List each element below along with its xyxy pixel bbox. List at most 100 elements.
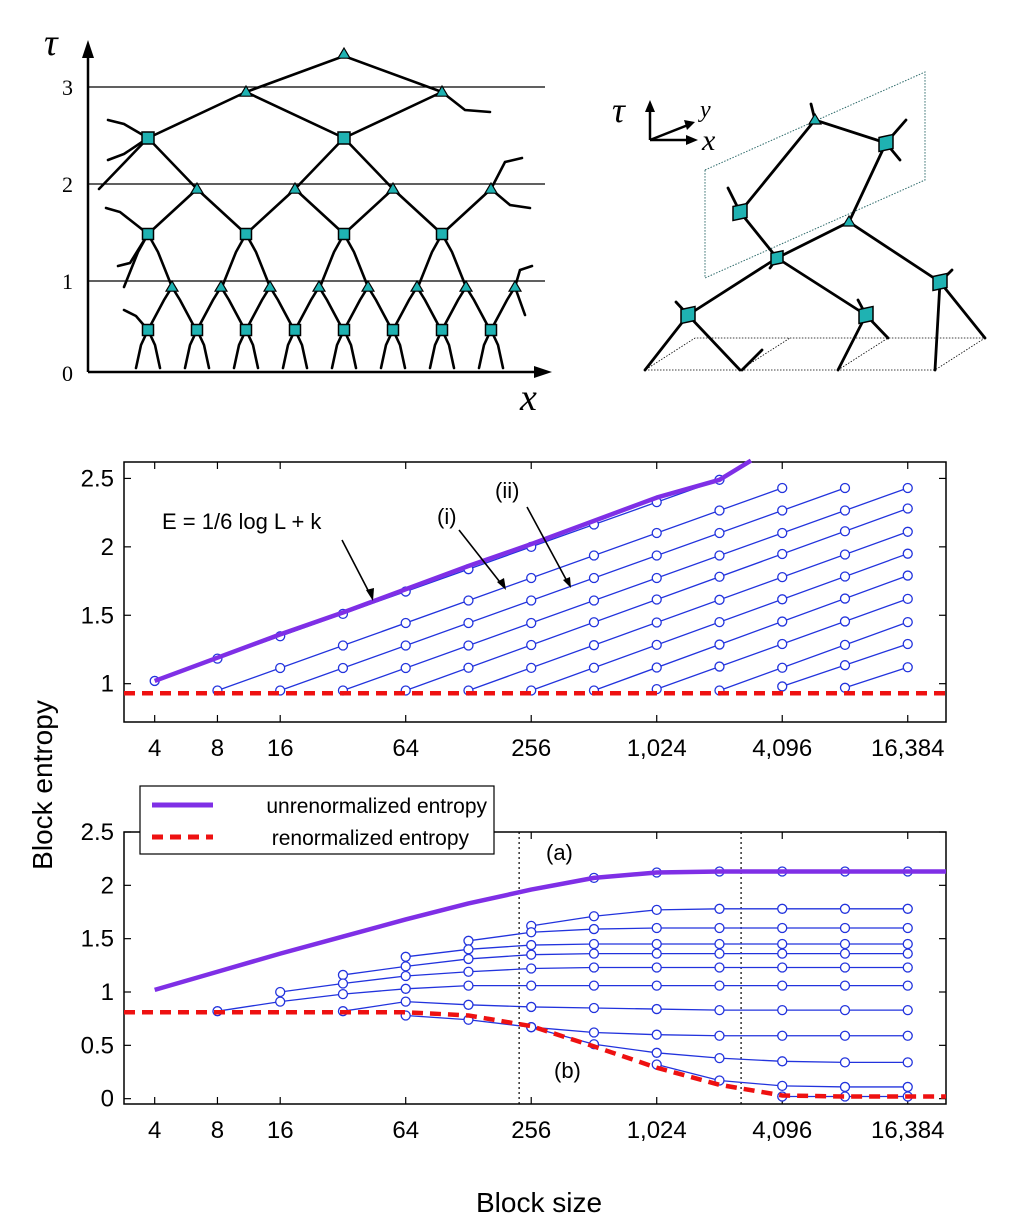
renormalized-line bbox=[124, 1010, 946, 1099]
level-point bbox=[526, 662, 537, 673]
disentangler-tensor bbox=[288, 323, 302, 337]
disentangler-tensor bbox=[190, 323, 204, 337]
level-point bbox=[839, 505, 851, 516]
level-point bbox=[839, 1030, 851, 1041]
level-point bbox=[902, 503, 913, 514]
level-point bbox=[777, 594, 788, 605]
level-point bbox=[651, 922, 662, 934]
edge-iso-to-dis bbox=[317, 285, 345, 332]
x-arrowhead-2d bbox=[686, 135, 698, 145]
level-point bbox=[839, 593, 851, 604]
disentangler-tensor bbox=[435, 323, 449, 337]
level-point bbox=[400, 662, 411, 674]
level-point bbox=[839, 1081, 851, 1093]
level-point bbox=[526, 949, 537, 960]
level-line-4 bbox=[342, 952, 908, 976]
level-point bbox=[777, 505, 788, 516]
level-point bbox=[651, 962, 662, 973]
level-point bbox=[839, 571, 851, 582]
level-point bbox=[588, 640, 600, 651]
level-point bbox=[651, 617, 662, 628]
tau-arrowhead-2d bbox=[645, 100, 655, 112]
level-point bbox=[588, 980, 600, 991]
plot-frame bbox=[123, 461, 947, 723]
level-point bbox=[902, 570, 913, 581]
legend: unrenormalized entropy renormalized entr… bbox=[139, 785, 495, 855]
level-point bbox=[463, 944, 474, 955]
x-tick-label: 1,024 bbox=[627, 1117, 687, 1144]
level-point bbox=[651, 948, 662, 959]
level-point bbox=[839, 922, 851, 934]
level-line-2 bbox=[468, 927, 908, 942]
edge-dis-level1 bbox=[220, 231, 272, 289]
level-point bbox=[777, 948, 788, 959]
tau-axis-arrowhead bbox=[82, 40, 94, 58]
isometry-tensor bbox=[360, 279, 376, 292]
level-point bbox=[902, 980, 913, 991]
edge-boundary bbox=[489, 156, 524, 191]
disentangler-tensor bbox=[337, 323, 351, 337]
level-point bbox=[902, 938, 913, 950]
y-tick-label: 1.5 bbox=[81, 926, 114, 953]
level-point bbox=[526, 595, 537, 606]
edge-dis-level1 bbox=[416, 231, 468, 289]
y-tick-label: 0.5 bbox=[81, 1032, 114, 1059]
level-point bbox=[651, 662, 662, 673]
disentangler-tensor-2d bbox=[932, 272, 948, 292]
isometry-tensor bbox=[385, 181, 401, 194]
edge-boundary bbox=[106, 118, 150, 140]
y-tick-label: 2 bbox=[101, 872, 114, 899]
level-point bbox=[400, 961, 411, 972]
axes-2d bbox=[648, 108, 690, 142]
edge-boundary bbox=[116, 232, 150, 268]
level-point bbox=[588, 617, 600, 628]
level-point bbox=[651, 904, 662, 916]
edge-iso-to-dis bbox=[195, 285, 223, 332]
edge-iso-level2 bbox=[195, 187, 248, 236]
edge-boundary bbox=[104, 206, 150, 236]
x-tick-label: 8 bbox=[211, 1117, 224, 1144]
level-point bbox=[839, 526, 851, 537]
level-point bbox=[588, 962, 600, 973]
disentangler-tensor bbox=[337, 227, 351, 241]
mera-diagram-1d: τ x 0 1 2 3 bbox=[44, 22, 552, 419]
level-point bbox=[839, 616, 851, 627]
edge-iso-level2 bbox=[391, 187, 444, 236]
level-point bbox=[651, 1047, 662, 1058]
arrowhead-ii bbox=[563, 577, 571, 588]
x-tick-label: 1,024 bbox=[627, 735, 687, 762]
level-point bbox=[714, 948, 725, 959]
annotation-b: (b) bbox=[554, 1058, 581, 1083]
level-point bbox=[839, 482, 851, 494]
level-point bbox=[839, 549, 851, 560]
y-tick-labels: 1 1.5 2 2.5 bbox=[81, 465, 114, 697]
level-line-1 bbox=[217, 487, 783, 692]
level-point bbox=[588, 911, 600, 922]
level-point bbox=[588, 550, 600, 561]
level-line-7 bbox=[342, 1000, 908, 1012]
level-line-5 bbox=[468, 531, 908, 692]
level-point bbox=[526, 1001, 537, 1013]
level-point bbox=[839, 1057, 851, 1068]
level-point bbox=[526, 939, 537, 951]
disentangler-tensor bbox=[239, 323, 253, 337]
y-tick-labels: 0 0.5 1 1.5 2 2.5 bbox=[81, 819, 114, 1113]
x-tick-label: 16 bbox=[267, 1117, 294, 1144]
edge-dis-level2 bbox=[293, 136, 346, 191]
edge-iso-level2 bbox=[440, 187, 493, 236]
edge-iso-to-dis bbox=[293, 285, 321, 332]
level-point bbox=[463, 935, 474, 946]
level-point bbox=[714, 594, 725, 605]
x-tick-label: 256 bbox=[511, 735, 551, 762]
level-point bbox=[463, 595, 474, 606]
level-point bbox=[902, 948, 913, 959]
edge-iso-level2 bbox=[342, 187, 395, 236]
level-point bbox=[777, 980, 788, 991]
tau-tick-2: 2 bbox=[62, 172, 73, 197]
level-point bbox=[839, 948, 851, 959]
edge-iso-to-dis bbox=[489, 285, 517, 332]
edge-iso-to-dis bbox=[366, 285, 394, 332]
edge-dis-level2 bbox=[342, 136, 395, 191]
x-tick-label: 4,096 bbox=[752, 1117, 812, 1144]
